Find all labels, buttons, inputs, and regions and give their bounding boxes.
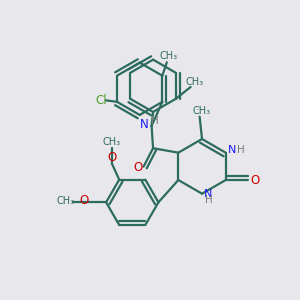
Text: H: H: [237, 145, 244, 155]
Text: methyl: methyl: [197, 109, 202, 110]
Text: CH₃: CH₃: [192, 106, 210, 116]
Text: H: H: [205, 195, 212, 205]
Text: O: O: [107, 152, 116, 164]
Text: Cl: Cl: [95, 94, 106, 107]
Text: O: O: [134, 161, 143, 174]
Text: O: O: [79, 194, 88, 207]
Text: CH₃: CH₃: [185, 77, 203, 87]
Text: N: N: [204, 189, 213, 199]
Text: CH₃: CH₃: [103, 137, 121, 147]
Text: N: N: [140, 118, 148, 131]
Text: N: N: [228, 145, 236, 155]
Text: CH₃: CH₃: [159, 51, 177, 62]
Text: CH₃: CH₃: [57, 196, 75, 206]
Text: H: H: [151, 116, 158, 127]
Text: O: O: [250, 173, 259, 187]
